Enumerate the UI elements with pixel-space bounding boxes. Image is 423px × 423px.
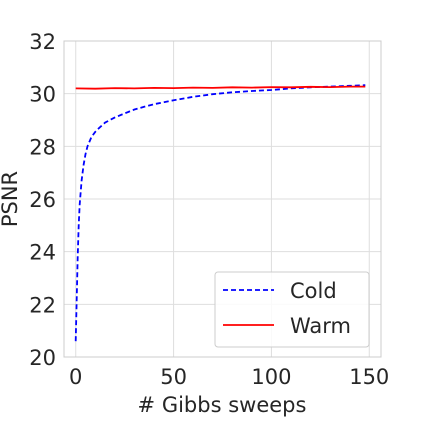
legend-label-warm: Warm (290, 314, 351, 338)
y-tick-label: 24 (29, 241, 56, 265)
legend-box (214, 271, 370, 348)
series-layer (74, 84, 366, 342)
y-tick-label: 30 (29, 83, 56, 107)
x-tick-label: 50 (160, 365, 187, 389)
y-tick-label: 32 (29, 30, 56, 54)
y-tick-label: 22 (29, 293, 56, 317)
y-tick-label: 26 (29, 188, 56, 212)
series-line-warm (75, 85, 366, 90)
y-tick-label: 28 (29, 135, 56, 159)
legend: Cold Warm (214, 271, 370, 348)
series-line-cold (74, 84, 366, 342)
x-tick-label: 0 (69, 365, 82, 389)
y-axis-label: PSNR (0, 171, 22, 227)
x-tick-label: 150 (349, 365, 389, 389)
y-tick-label: 20 (29, 346, 56, 370)
x-axis-label: # Gibbs sweeps (138, 393, 307, 417)
plot-frame (63, 40, 382, 358)
legend-label-cold: Cold (290, 279, 337, 303)
tick-labels: 0 50 100 150 20 22 24 26 28 30 32 (29, 30, 389, 389)
x-tick-label: 100 (251, 365, 291, 389)
